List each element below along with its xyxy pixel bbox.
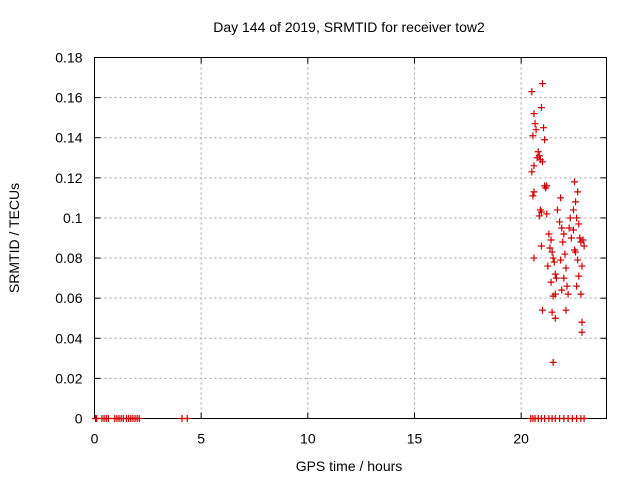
- y-tick-label: 0.1: [63, 210, 83, 226]
- data-point: [547, 278, 555, 286]
- data-point: [573, 282, 581, 290]
- data-point: [573, 214, 581, 222]
- data-point: [183, 415, 191, 422]
- x-tick-label: 5: [197, 431, 205, 447]
- data-point: [135, 415, 143, 422]
- data-point: [543, 210, 551, 218]
- data-point: [578, 318, 586, 326]
- y-tick-label: 0.04: [55, 330, 82, 346]
- data-point: [529, 132, 537, 140]
- x-tick-label: 0: [91, 431, 99, 447]
- data-point: [577, 290, 585, 298]
- data-point: [563, 282, 571, 290]
- data-point: [547, 236, 555, 244]
- data-point: [580, 415, 588, 422]
- data-point: [542, 184, 550, 192]
- data-point: [564, 290, 572, 298]
- y-tick-label: 0.18: [55, 50, 82, 66]
- y-tick-label: 0.16: [55, 90, 82, 106]
- data-point: [548, 308, 556, 316]
- data-point: [540, 124, 548, 132]
- data-point: [567, 234, 575, 242]
- grid-lines: [94, 57, 607, 419]
- data-point: [549, 358, 557, 366]
- data-point: [578, 328, 586, 336]
- data-point: [561, 250, 569, 258]
- x-tick-label: 10: [300, 431, 316, 447]
- data-point: [531, 120, 539, 128]
- data-point: [548, 248, 556, 256]
- data-point: [537, 242, 545, 250]
- data-point: [556, 218, 564, 226]
- data-point: [565, 224, 573, 232]
- data-point: [537, 104, 545, 112]
- data-point: [551, 314, 559, 322]
- y-tick-labels: 0 0.02 0.04 0.06 0.08 0.1 0.12 0.14 0.16 0.18: [55, 50, 82, 427]
- y-tick-label: 0: [75, 411, 83, 427]
- chart-title: Day 144 of 2019, SRMTID for receiver tow…: [213, 19, 485, 35]
- data-point: [537, 208, 545, 216]
- data-point: [530, 254, 538, 262]
- data-point: [539, 158, 546, 166]
- data-point: [562, 306, 570, 314]
- data-points: [92, 80, 588, 422]
- data-point: [544, 262, 552, 270]
- data-point: [539, 80, 546, 88]
- data-point: [558, 286, 566, 294]
- data-point: [569, 206, 577, 214]
- x-axis-label: GPS time / hours: [296, 458, 403, 474]
- data-point: [579, 236, 587, 244]
- data-point: [575, 272, 583, 280]
- data-point: [552, 274, 560, 282]
- data-point: [575, 220, 583, 228]
- x-tick-labels: 0 5 10 15 20: [91, 431, 530, 447]
- data-point: [560, 274, 568, 282]
- data-point: [566, 214, 574, 222]
- y-tick-label: 0.06: [55, 290, 82, 306]
- data-point: [545, 230, 553, 238]
- y-tick-label: 0.08: [55, 250, 82, 266]
- x-tick-label: 20: [513, 431, 529, 447]
- x-tick-label: 15: [407, 431, 423, 447]
- data-point: [550, 258, 558, 266]
- data-point: [532, 126, 540, 134]
- data-point: [569, 226, 577, 234]
- y-tick-label: 0.12: [55, 170, 82, 186]
- data-point: [535, 212, 543, 220]
- data-point: [534, 148, 542, 156]
- data-point: [574, 188, 582, 196]
- data-point: [551, 270, 559, 278]
- data-point: [558, 224, 566, 232]
- data-point: [557, 194, 565, 202]
- data-point: [530, 188, 538, 196]
- plot-frame: [94, 57, 607, 419]
- data-point: [539, 306, 546, 314]
- axis-ticks: [94, 57, 607, 419]
- data-point: [529, 192, 537, 200]
- y-tick-label: 0.14: [55, 130, 82, 146]
- y-tick-label: 0.02: [55, 370, 82, 386]
- data-point: [528, 168, 536, 176]
- data-point: [557, 256, 565, 264]
- data-point: [553, 206, 561, 214]
- data-point: [574, 256, 582, 264]
- data-point: [578, 262, 586, 270]
- data-point: [528, 88, 536, 96]
- data-point: [546, 244, 554, 252]
- data-point: [541, 136, 549, 144]
- data-point: [530, 162, 538, 170]
- data-point: [530, 110, 538, 118]
- data-point: [571, 246, 578, 254]
- data-point: [104, 415, 112, 422]
- data-point: [562, 264, 570, 272]
- data-point: [549, 254, 557, 262]
- data-point: [571, 178, 578, 186]
- data-point: [559, 238, 567, 246]
- data-point: [572, 198, 580, 206]
- data-point: [560, 230, 568, 238]
- data-point: [580, 242, 588, 250]
- y-axis-label: SRMTID / TECUs: [6, 183, 22, 293]
- data-point: [549, 292, 557, 300]
